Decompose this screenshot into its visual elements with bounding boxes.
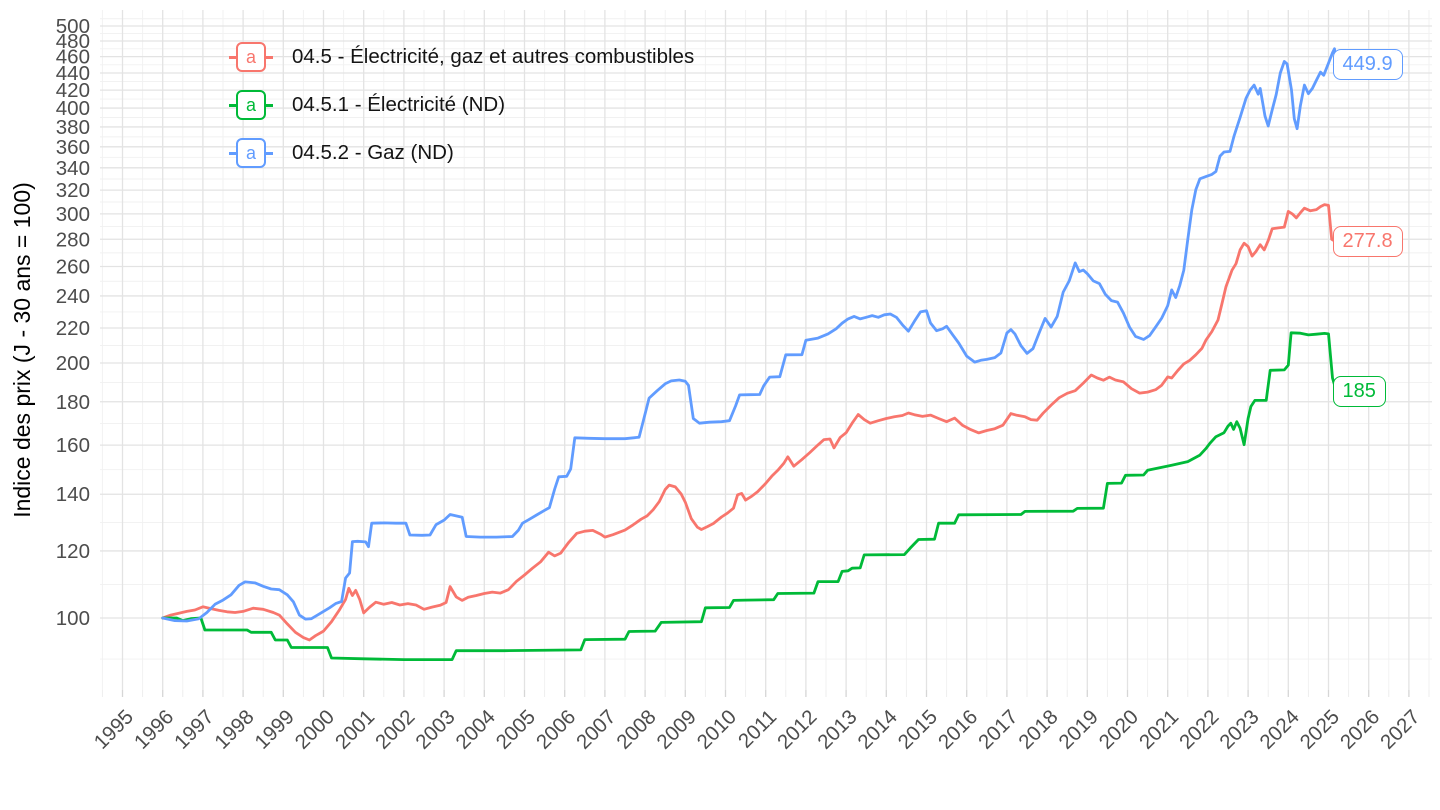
- legend-key-04.5.1: a: [229, 90, 273, 120]
- svg-text:2010: 2010: [693, 705, 742, 754]
- svg-text:500: 500: [56, 15, 90, 38]
- svg-text:2022: 2022: [1175, 705, 1224, 754]
- series-line-04.5[interactable]: [161, 203, 1338, 642]
- svg-text:2025: 2025: [1296, 705, 1345, 754]
- svg-text:400: 400: [56, 97, 90, 120]
- svg-text:320: 320: [56, 179, 90, 202]
- svg-text:300: 300: [56, 203, 90, 226]
- legend-item-04.5.2[interactable]: a 04.5.2 - Gaz (ND): [229, 129, 694, 177]
- legend-key-04.5.2: a: [229, 138, 273, 168]
- legend-line-stub-icon: [229, 55, 236, 59]
- legend-key-icon: a: [236, 42, 266, 72]
- svg-text:460: 460: [56, 46, 90, 69]
- end-label-04.5.2: 449.9: [1332, 48, 1403, 80]
- legend-label: 04.5.2 - Gaz (ND): [292, 141, 454, 164]
- svg-text:220: 220: [56, 317, 90, 340]
- svg-text:2008: 2008: [612, 705, 661, 754]
- svg-text:2000: 2000: [291, 705, 340, 754]
- svg-text:2004: 2004: [451, 705, 500, 754]
- svg-text:2012: 2012: [773, 705, 822, 754]
- svg-text:100: 100: [56, 607, 90, 630]
- svg-text:2021: 2021: [1135, 705, 1184, 754]
- legend-line-stub-icon: [266, 151, 273, 155]
- svg-text:180: 180: [56, 391, 90, 414]
- legend-item-04.5[interactable]: a 04.5 - Électricité, gaz et autres comb…: [229, 33, 694, 81]
- svg-text:200: 200: [56, 352, 90, 375]
- legend-key-icon: a: [236, 138, 266, 168]
- svg-text:2023: 2023: [1215, 705, 1264, 754]
- legend-key-icon: a: [236, 90, 266, 120]
- svg-text:2005: 2005: [492, 705, 541, 754]
- svg-text:440: 440: [56, 62, 90, 85]
- svg-text:1995: 1995: [90, 705, 139, 754]
- svg-text:2018: 2018: [1014, 705, 1063, 754]
- legend-key-04.5: a: [229, 42, 273, 72]
- svg-text:2013: 2013: [813, 705, 862, 754]
- svg-text:2001: 2001: [331, 705, 380, 754]
- svg-text:2009: 2009: [652, 705, 701, 754]
- svg-text:2024: 2024: [1255, 705, 1304, 754]
- legend-line-stub-icon: [229, 103, 236, 107]
- svg-text:2014: 2014: [853, 705, 902, 754]
- end-label-04.5: 277.8: [1332, 226, 1403, 258]
- legend: a 04.5 - Électricité, gaz et autres comb…: [229, 33, 694, 177]
- legend-item-04.5.1[interactable]: a 04.5.1 - Électricité (ND): [229, 81, 694, 129]
- series-line-04.5.2[interactable]: [161, 47, 1338, 623]
- svg-text:2020: 2020: [1095, 705, 1144, 754]
- svg-text:380: 380: [56, 116, 90, 139]
- svg-text:260: 260: [56, 256, 90, 279]
- svg-text:160: 160: [56, 434, 90, 457]
- legend-label: 04.5 - Électricité, gaz et autres combus…: [292, 45, 695, 68]
- legend-line-stub-icon: [266, 103, 273, 107]
- x-axis-tick-labels: 1995199619971998199920002001200220032004…: [90, 705, 1425, 754]
- svg-text:2011: 2011: [734, 705, 781, 752]
- svg-text:420: 420: [56, 79, 90, 102]
- svg-text:2002: 2002: [371, 705, 420, 754]
- svg-text:2017: 2017: [974, 705, 1023, 754]
- svg-text:2019: 2019: [1054, 705, 1103, 754]
- svg-text:2006: 2006: [532, 705, 581, 754]
- svg-text:280: 280: [56, 228, 90, 251]
- svg-text:140: 140: [56, 483, 90, 506]
- svg-text:2003: 2003: [411, 705, 460, 754]
- svg-text:480: 480: [56, 30, 90, 53]
- y-axis-tick-labels: 1001201401601802002202402602803003203403…: [56, 15, 90, 630]
- svg-text:1996: 1996: [130, 705, 179, 754]
- svg-text:1999: 1999: [250, 705, 299, 754]
- y-axis-title: Indice des prix (J - 30 ans = 100): [9, 182, 35, 518]
- legend-line-stub-icon: [229, 151, 236, 155]
- legend-line-stub-icon: [266, 55, 273, 59]
- series-line-04.5.1[interactable]: [161, 331, 1338, 661]
- svg-text:2007: 2007: [572, 705, 621, 754]
- legend-label: 04.5.1 - Électricité (ND): [292, 93, 506, 116]
- svg-text:1998: 1998: [210, 705, 259, 754]
- svg-text:2016: 2016: [934, 705, 983, 754]
- svg-text:340: 340: [56, 157, 90, 180]
- svg-text:2015: 2015: [894, 705, 943, 754]
- svg-text:240: 240: [56, 285, 90, 308]
- series-lines: [161, 47, 1338, 661]
- svg-text:2027: 2027: [1376, 705, 1425, 754]
- svg-text:1997: 1997: [170, 705, 219, 754]
- svg-text:2026: 2026: [1336, 705, 1385, 754]
- end-label-04.5.1: 185: [1332, 375, 1386, 407]
- svg-text:360: 360: [56, 136, 90, 159]
- svg-text:120: 120: [56, 540, 90, 563]
